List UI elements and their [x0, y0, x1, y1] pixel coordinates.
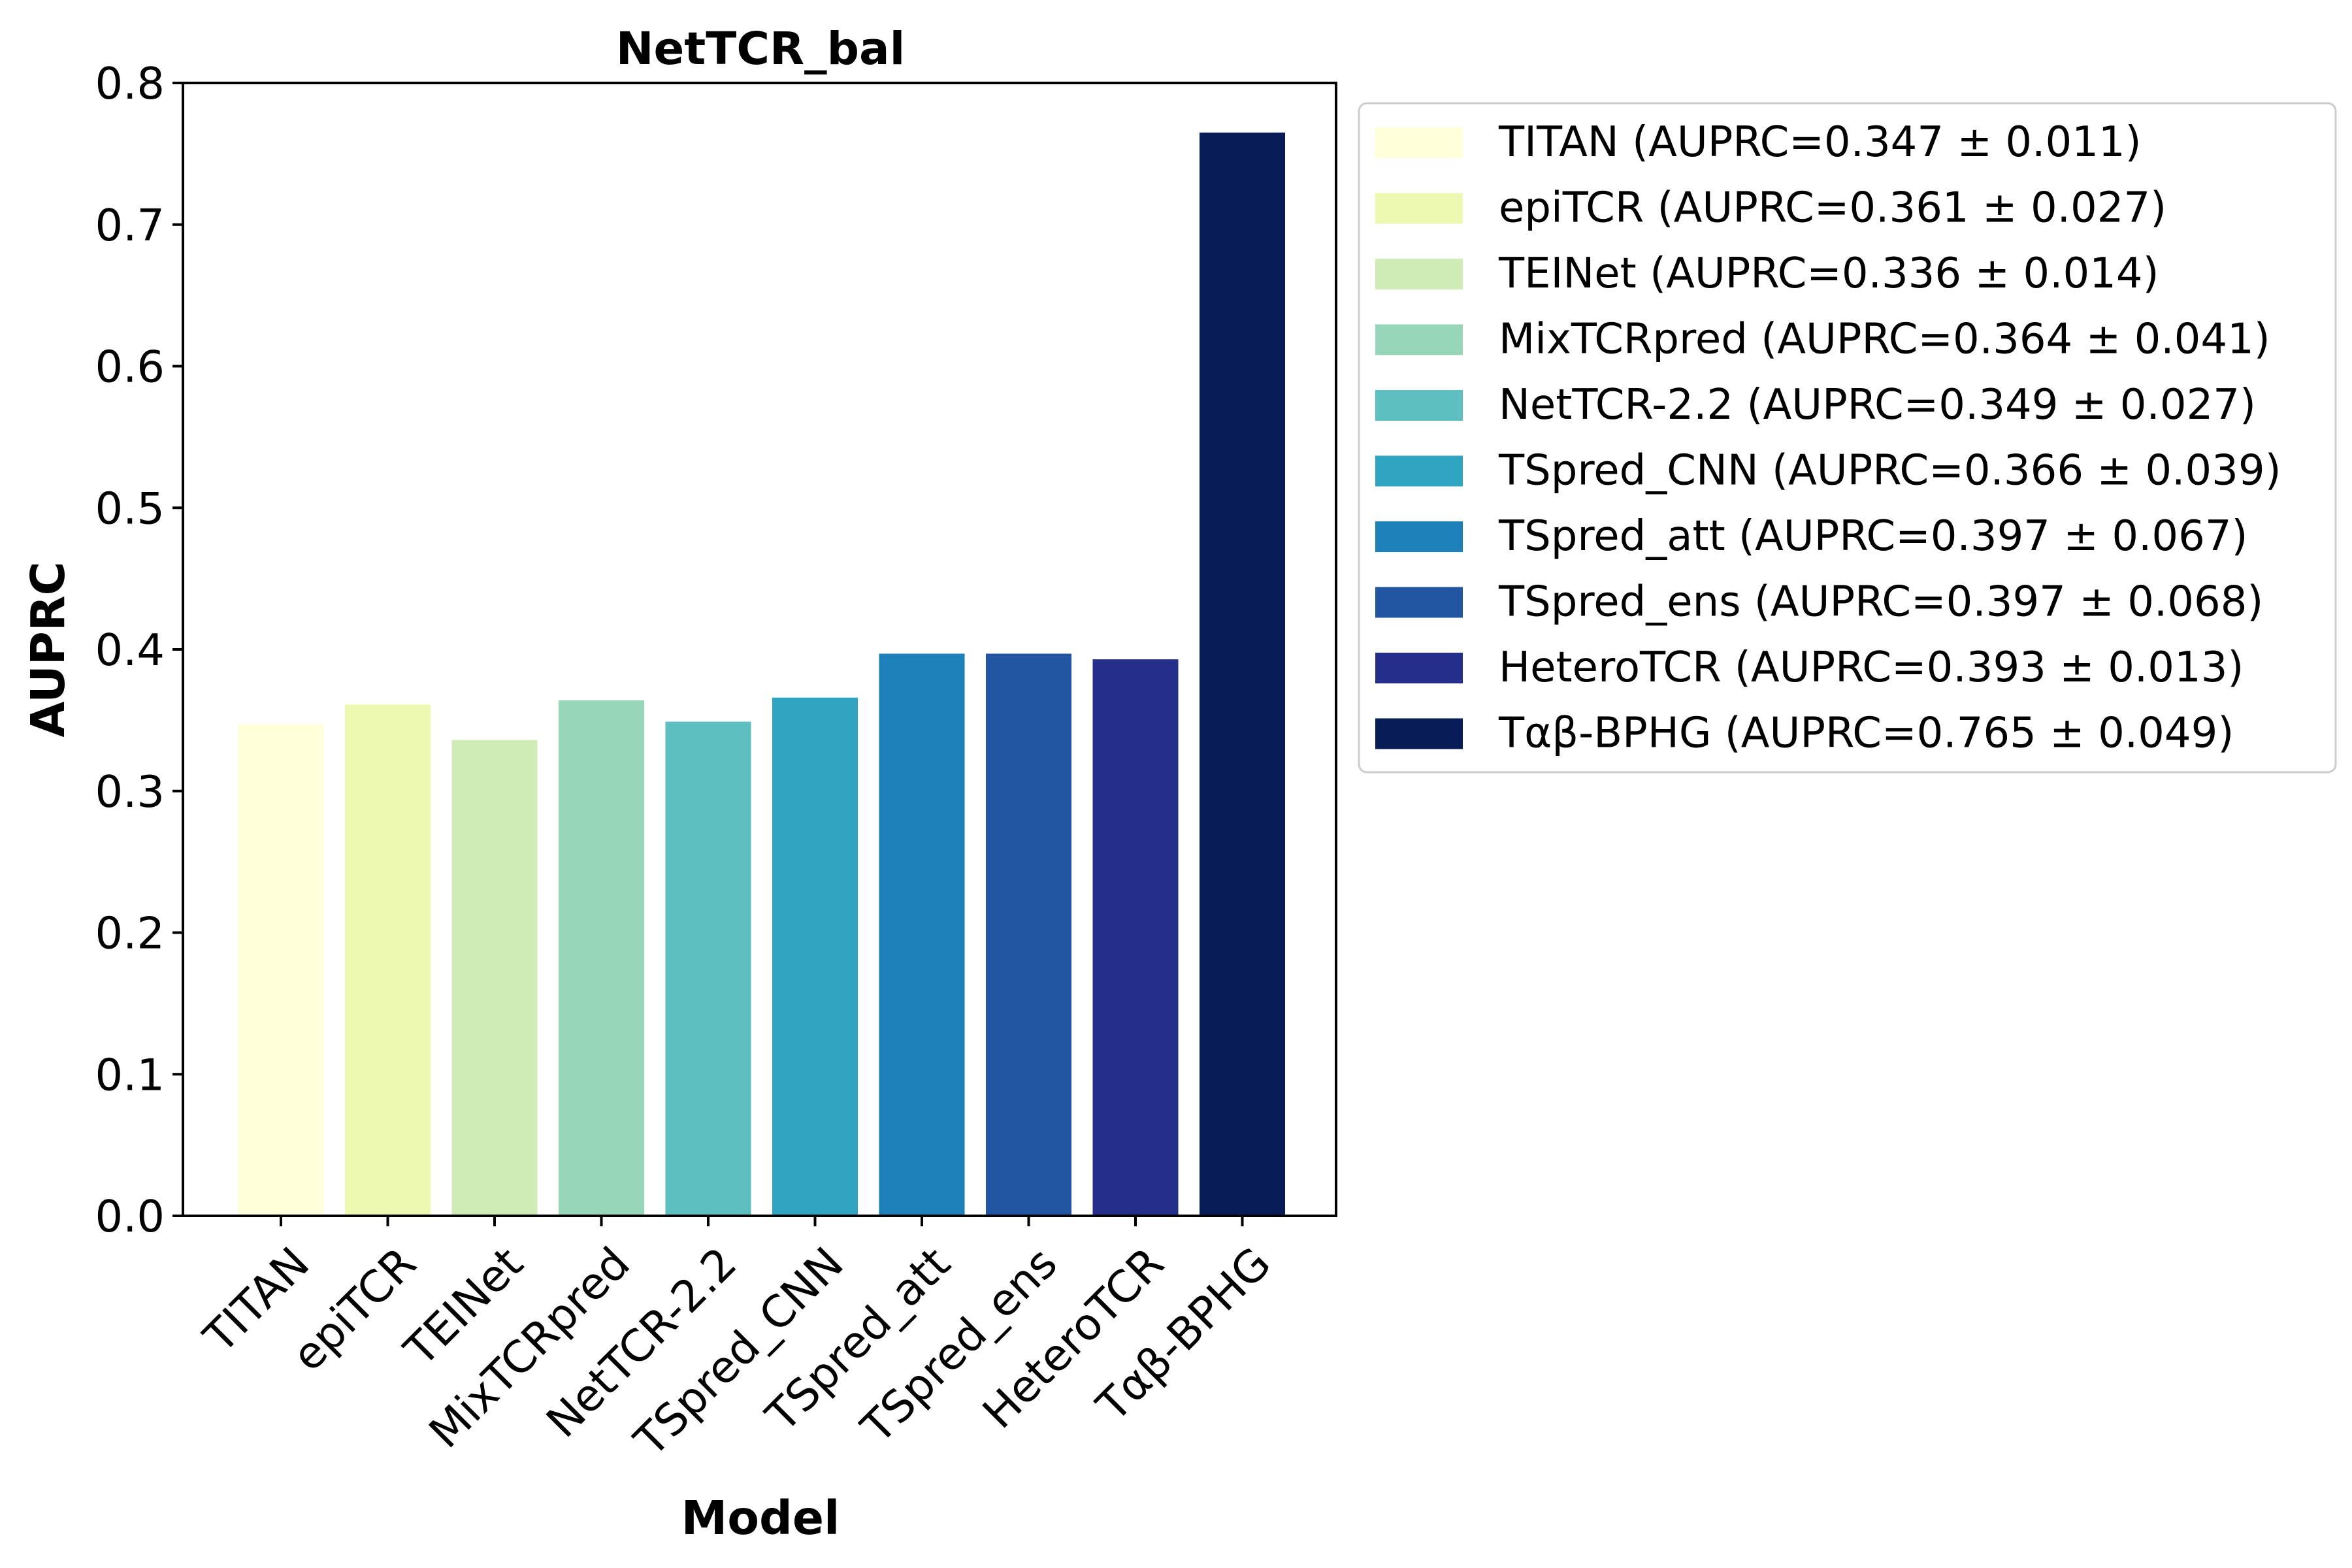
- y-tick-label: 0.4: [95, 625, 165, 676]
- bar-tspred-att: [879, 653, 965, 1216]
- legend-label: MixTCRpred (AUPRC=0.364 ± 0.041): [1499, 316, 2270, 364]
- chart-title: NetTCR_bal: [616, 23, 905, 75]
- legend-swatch: [1375, 455, 1463, 487]
- legend-label: TSpred_ens (AUPRC=0.397 ± 0.068): [1498, 578, 2263, 627]
- legend-label: TSpred_CNN (AUPRC=0.366 ± 0.039): [1498, 447, 2281, 495]
- bar-epitcr: [345, 704, 431, 1216]
- y-axis-label: AUPRC: [21, 561, 75, 737]
- bar-teinet: [451, 740, 538, 1216]
- legend-swatch: [1375, 390, 1463, 421]
- y-tick-label: 0.7: [95, 200, 165, 251]
- legend-swatch: [1375, 127, 1463, 158]
- y-tick-label: 0.6: [95, 342, 165, 393]
- bar-tspred-cnn: [772, 697, 858, 1216]
- bar-t-bphg: [1200, 132, 1285, 1216]
- legend-swatch: [1375, 718, 1463, 749]
- plot-area: [238, 132, 1285, 1216]
- bar-nettcr-2-2: [665, 721, 751, 1216]
- y-tick-label: 0.5: [95, 483, 165, 534]
- bar-tspred-ens: [986, 653, 1071, 1216]
- legend-label: HeteroTCR (AUPRC=0.393 ± 0.013): [1499, 644, 2244, 692]
- legend-swatch: [1375, 521, 1463, 552]
- x-axis-label: Model: [681, 1491, 840, 1545]
- legend-swatch: [1375, 193, 1463, 224]
- bar-mixtcrpred: [559, 700, 644, 1216]
- legend-label: TITAN (AUPRC=0.347 ± 0.011): [1498, 118, 2142, 167]
- legend-label: TEINet (AUPRC=0.336 ± 0.014): [1498, 250, 2159, 298]
- legend-frame: [1358, 102, 2337, 774]
- legend-items: TITAN (AUPRC=0.347 ± 0.011) epiTCR (AUPRC…: [1375, 118, 2281, 758]
- bar-heterotcr: [1092, 659, 1179, 1216]
- legend-label: TSpred_att (AUPRC=0.397 ± 0.067): [1498, 512, 2248, 561]
- legend-label: epiTCR (AUPRC=0.361 ± 0.027): [1499, 184, 2166, 233]
- legend-swatch: [1375, 653, 1463, 683]
- y-tick-label: 0.2: [95, 908, 165, 959]
- legend-label: Tαβ-BPHG (AUPRC=0.765 ± 0.049): [1498, 710, 2234, 758]
- y-tick-label: 0.0: [95, 1191, 165, 1242]
- y-axis: 0.0 0.1 0.2 0.3 0.4 0.5 0.6 0.7 0.8: [95, 58, 183, 1242]
- y-tick-label: 0.1: [95, 1049, 165, 1100]
- y-tick-label: 0.3: [95, 766, 165, 817]
- legend-swatch: [1375, 259, 1463, 289]
- legend-swatch: [1375, 587, 1463, 618]
- legend-label: NetTCR-2.2 (AUPRC=0.349 ± 0.027): [1499, 381, 2256, 429]
- y-tick-label: 0.8: [95, 58, 165, 109]
- legend-swatch: [1375, 324, 1463, 355]
- x-axis: TITANepiTCRTEINetMixTCRpredNetTCR-2.2TSp…: [193, 1216, 1281, 1466]
- bar-titan: [238, 724, 324, 1216]
- legend: TITAN (AUPRC=0.347 ± 0.011) epiTCR (AUPRC…: [1358, 102, 2337, 774]
